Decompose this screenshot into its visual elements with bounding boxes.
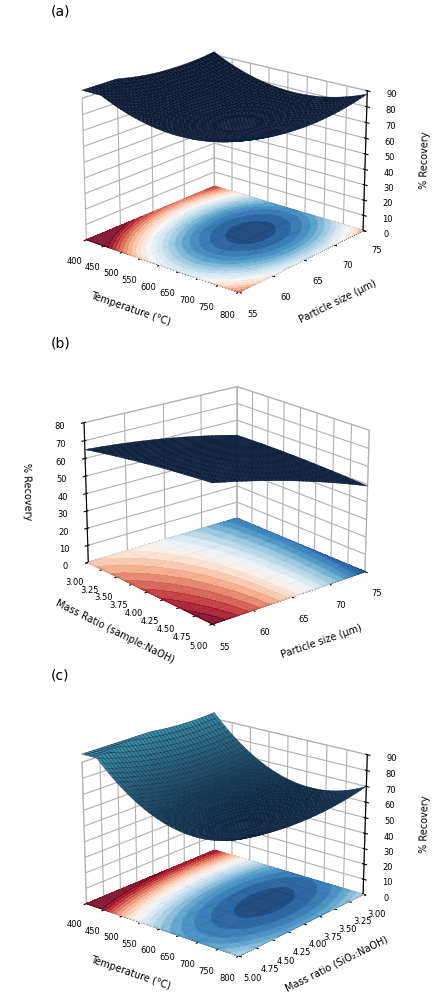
X-axis label: Particle size (μm): Particle size (μm) <box>280 623 363 660</box>
Y-axis label: Particle size (μm): Particle size (μm) <box>298 278 378 325</box>
X-axis label: Temperature (°C): Temperature (°C) <box>89 955 172 992</box>
X-axis label: Temperature (°C): Temperature (°C) <box>89 291 172 328</box>
Text: (b): (b) <box>51 336 71 351</box>
Text: (c): (c) <box>51 668 70 682</box>
Y-axis label: Mass Ratio (sample:NaOH): Mass Ratio (sample:NaOH) <box>54 599 175 665</box>
Text: (a): (a) <box>51 4 70 18</box>
Y-axis label: Mass ratio (SiO₂:NaOH): Mass ratio (SiO₂:NaOH) <box>284 934 390 993</box>
